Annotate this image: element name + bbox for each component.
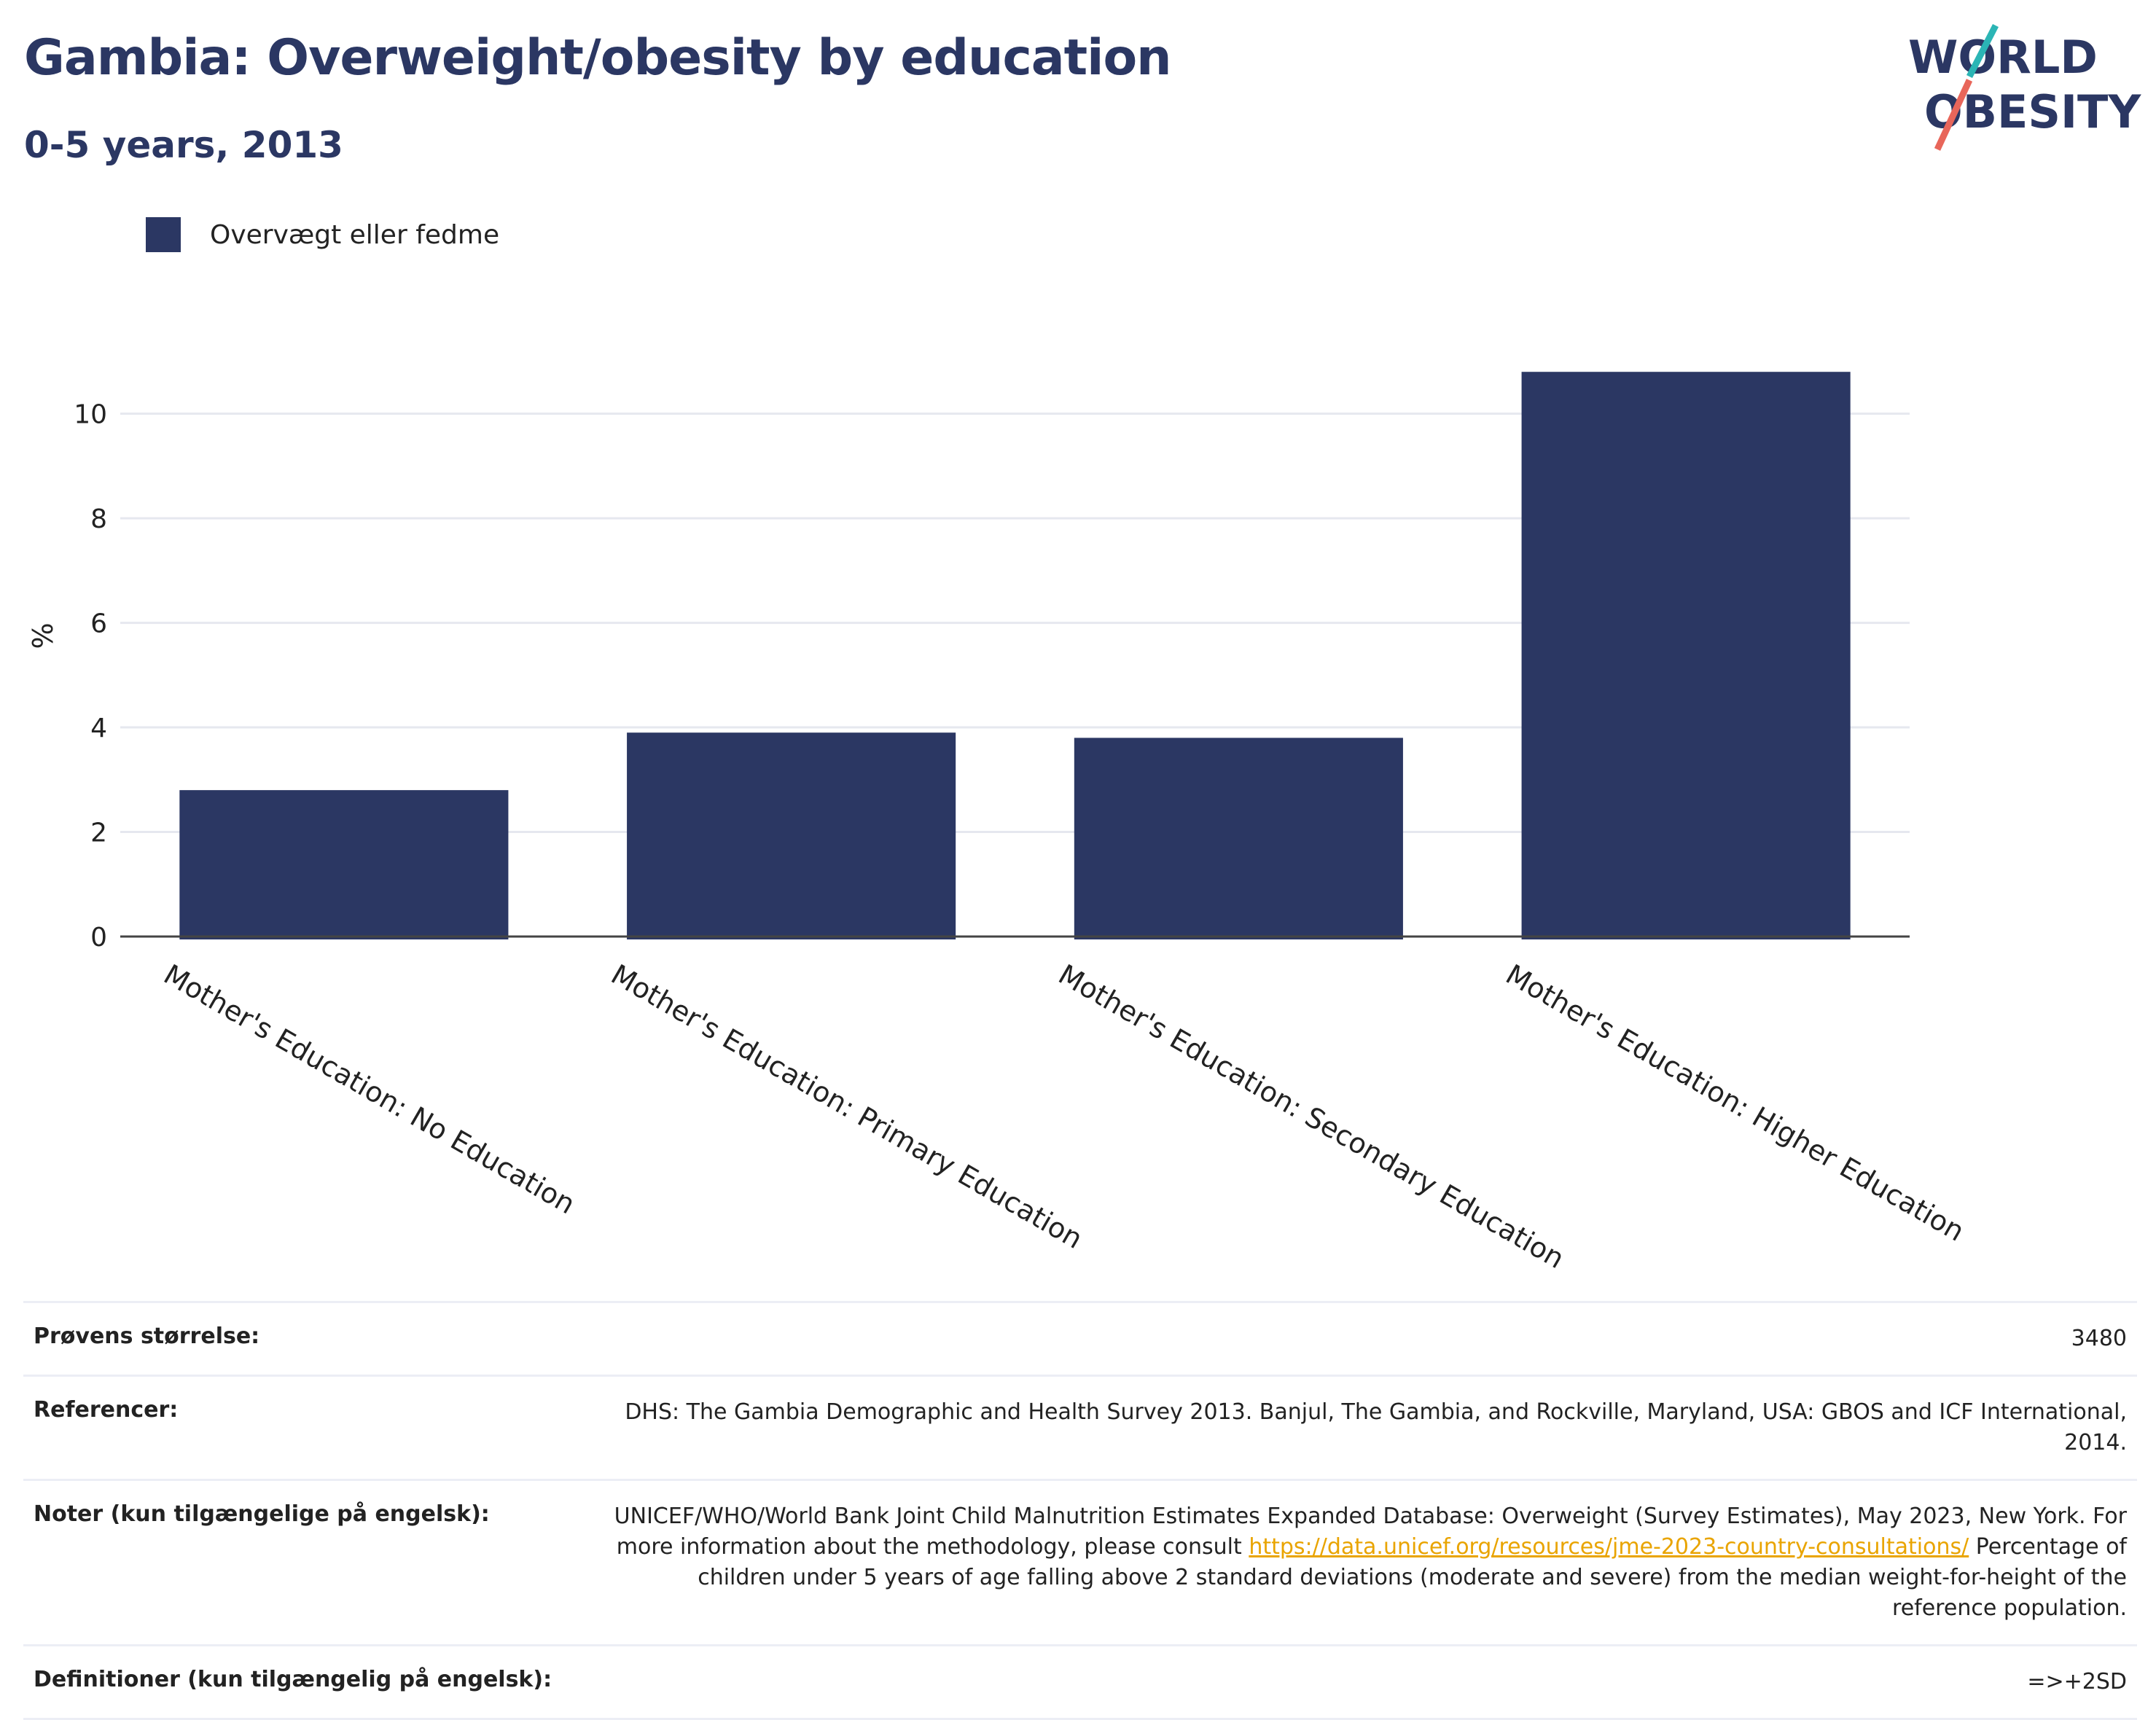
meta-defs-label: Definitioner (kun tilgængelig på engelsk… bbox=[34, 1667, 552, 1692]
page-subtitle: 0-5 years, 2013 bbox=[24, 124, 343, 166]
meta-refs-label: Referencer: bbox=[34, 1397, 179, 1423]
logo-red-slash bbox=[1934, 79, 1973, 151]
meta-row-definitions: Definitioner (kun tilgængelig på engelsk… bbox=[23, 1644, 2137, 1720]
y-axis-label: % bbox=[27, 622, 59, 649]
legend-label: Overvægt eller fedme bbox=[210, 219, 500, 250]
meta-notes-label: Noter (kun tilgængelige på engelsk): bbox=[34, 1501, 490, 1527]
legend-swatch bbox=[146, 217, 181, 252]
meta-row-references: Referencer: DHS: The Gambia Demographic … bbox=[23, 1375, 2137, 1479]
bar-chart: 0 2 4 6 8 10% Mother's Education: No Education… bbox=[27, 372, 1970, 1275]
meta-refs-value: DHS: The Gambia Demographic and Health S… bbox=[625, 1399, 2127, 1455]
x-tick-label: Mother's Education: Secondary Education bbox=[1053, 958, 1570, 1275]
bar bbox=[1074, 738, 1403, 939]
bar bbox=[627, 732, 956, 939]
bar bbox=[179, 790, 509, 939]
meta-row-notes: Noter (kun tilgængelige på engelsk): UNI… bbox=[23, 1479, 2137, 1644]
x-tick-label: Mother's Education: No Education bbox=[158, 958, 580, 1221]
logo-teal-slash bbox=[1966, 23, 1999, 79]
y-tick-label: 6 bbox=[90, 609, 107, 639]
meta-notes-text-pre: UNICEF/WHO/World Bank Joint Child Malnut… bbox=[614, 1504, 2127, 1560]
world-obesity-logo: WORLD OBESITY bbox=[1908, 23, 2141, 151]
y-tick-label: 0 bbox=[90, 923, 107, 953]
y-tick-label: 4 bbox=[90, 714, 107, 743]
metadata-table: Prøvens størrelse: 3480 Referencer: DHS:… bbox=[23, 1301, 2137, 1720]
meta-defs-value: =>+2SD bbox=[2027, 1669, 2127, 1694]
meta-notes-link[interactable]: https://data.unicef.org/resources/jme-20… bbox=[1249, 1534, 1969, 1560]
meta-notes-text-post: Percentage of children under 5 years of … bbox=[698, 1534, 2127, 1621]
meta-sample-value: 3480 bbox=[2071, 1326, 2127, 1351]
meta-notes-value: UNICEF/WHO/World Bank Joint Child Malnut… bbox=[586, 1481, 2137, 1644]
y-tick-label: 8 bbox=[90, 504, 107, 534]
page-title: Gambia: Overweight/obesity by education bbox=[24, 29, 1172, 87]
y-tick-label: 10 bbox=[74, 400, 107, 430]
bar bbox=[1521, 372, 1851, 939]
x-tick-label: Mother's Education: Higher Education bbox=[1501, 958, 1970, 1248]
meta-sample-label: Prøvens størrelse: bbox=[34, 1324, 260, 1349]
chart-legend: Overvægt eller fedme bbox=[146, 217, 499, 252]
y-tick-label: 2 bbox=[90, 818, 107, 848]
x-tick-label: Mother's Education: Primary Education bbox=[606, 958, 1088, 1255]
logo-line1: WORLD bbox=[1908, 31, 2098, 84]
meta-row-sample: Prøvens størrelse: 3480 bbox=[23, 1301, 2137, 1375]
